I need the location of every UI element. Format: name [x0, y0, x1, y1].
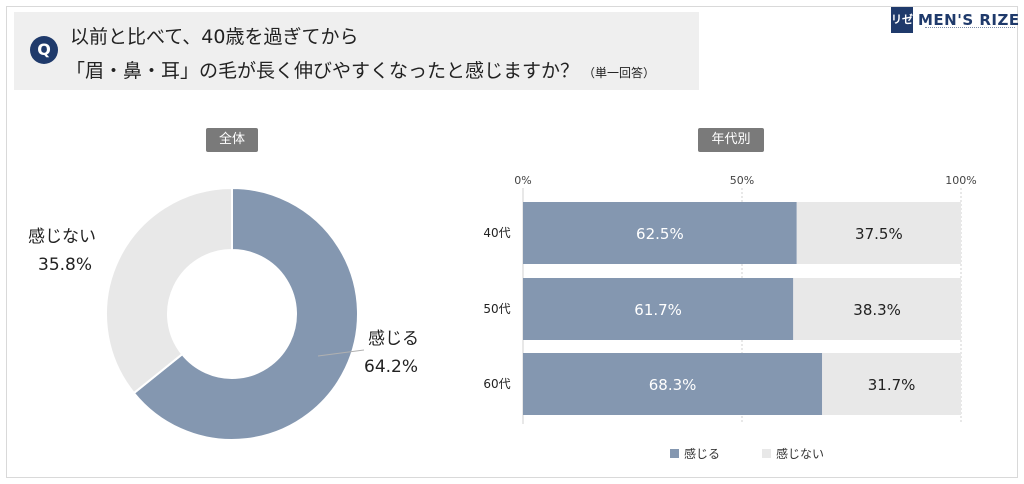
bar-2-1 [822, 353, 961, 415]
bar-1-1 [793, 278, 961, 340]
pie-label-not-feel: 感じない 35.8% [28, 222, 96, 275]
bar-label-1-0: 61.7% [634, 301, 682, 319]
category-label-1: 50代 [483, 302, 510, 316]
logo-mark: リゼ [891, 7, 913, 33]
legend-swatch-not-feel [762, 449, 771, 458]
legend-label-not-feel: 感じない [776, 447, 825, 461]
bar-0-0 [523, 202, 797, 264]
legend-not-feel: 感じない [762, 445, 824, 462]
bar-label-0-0: 62.5% [636, 225, 684, 243]
tag-total: 全体 [206, 128, 258, 152]
question-line-1: 以前と比べて、40歳を過ぎてから [70, 26, 359, 48]
bar-label-0-1: 37.5% [855, 225, 903, 243]
bar-label-2-1: 31.7% [868, 376, 916, 394]
question-badge: Q [30, 36, 58, 64]
pie-label-feel-value: 64.2% [364, 357, 419, 377]
question-note: （単一回答） [583, 66, 656, 80]
pie-label-not-feel-value: 35.8% [38, 255, 93, 275]
bar-label-1-1: 38.3% [853, 301, 901, 319]
tick-label-2: 100% [945, 174, 976, 187]
logo-text: MEN'S RIZE [918, 10, 1020, 29]
pie-label-not-feel-name: 感じない [28, 227, 96, 247]
bar-1-0 [523, 278, 794, 340]
question-line-2: 「眉・鼻・耳」の毛が長く伸びやすくなったと感じますか？ （単一回答） [66, 56, 655, 83]
category-label-0: 40代 [483, 226, 510, 240]
legend-label-feel: 感じる [684, 447, 721, 461]
bar-0-1 [796, 202, 961, 264]
pie-label-feel-name: 感じる [368, 329, 419, 349]
bar-label-2-0: 68.3% [649, 376, 697, 394]
pie-slice-0 [132, 186, 359, 441]
question-box [14, 12, 699, 90]
tick-label-1: 50% [730, 174, 754, 187]
bar-2-0 [523, 353, 823, 415]
pie-slice-1 [105, 186, 233, 395]
tag-by-age: 年代別 [698, 128, 764, 152]
tick-label-0: 0% [514, 174, 531, 187]
pie-leader-line [317, 349, 365, 357]
brand-logo: リゼ MEN'S RIZE [891, 6, 1020, 34]
legend-swatch-feel [670, 449, 679, 458]
category-label-2: 60代 [483, 377, 510, 391]
legend-feel: 感じる [670, 445, 720, 462]
pie-label-feel: 感じる 64.2% [364, 324, 419, 377]
question-line-2-text: 「眉・鼻・耳」の毛が長く伸びやすくなったと感じますか？ [66, 60, 580, 82]
logo-underline [925, 27, 1015, 30]
